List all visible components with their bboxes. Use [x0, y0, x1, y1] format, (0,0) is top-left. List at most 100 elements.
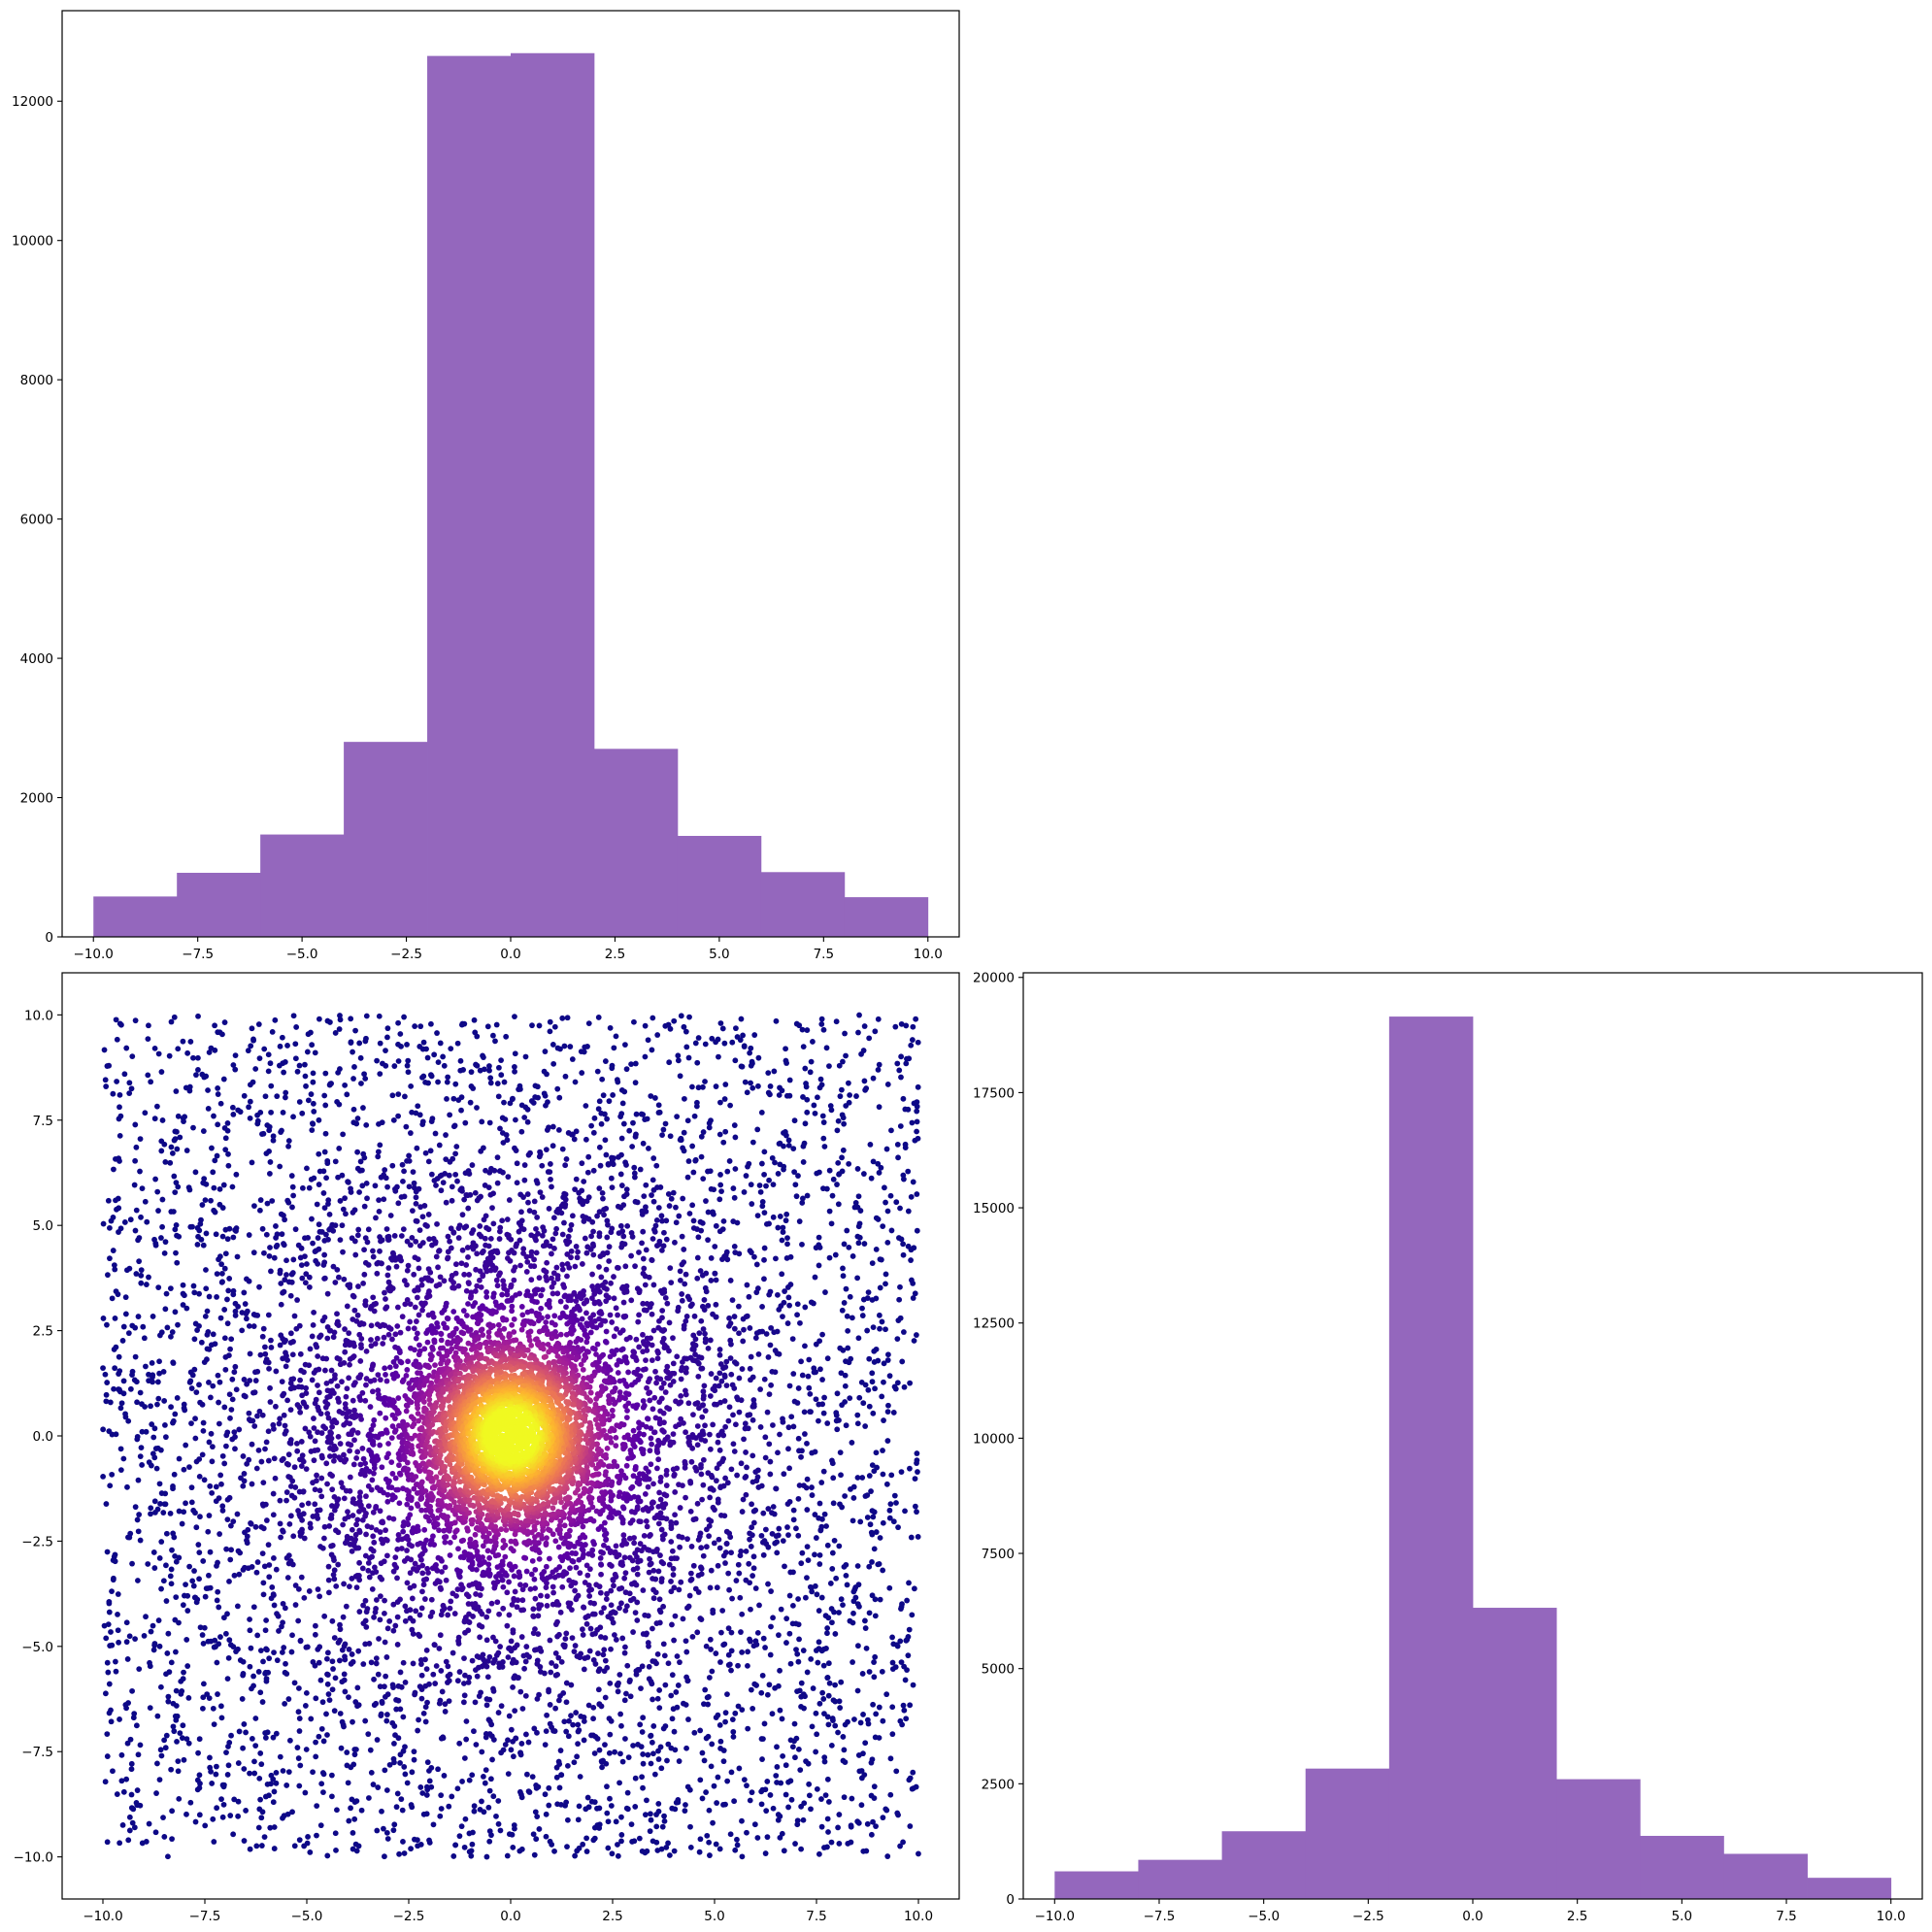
- scatter-point: [171, 1014, 178, 1020]
- scatter-point: [325, 1236, 331, 1243]
- scatter-point: [762, 1526, 769, 1533]
- scatter-point: [687, 1570, 694, 1577]
- scatter-point: [149, 1421, 155, 1427]
- scatter-point: [694, 1275, 701, 1282]
- scatter-point: [700, 1083, 706, 1090]
- scatter-point: [211, 1184, 217, 1191]
- scatter-point: [774, 1549, 781, 1556]
- scatter-point: [536, 1022, 543, 1029]
- scatter-point: [322, 1102, 329, 1109]
- scatter-point: [761, 1171, 767, 1178]
- scatter-point: [755, 1054, 762, 1061]
- scatter-point: [270, 1512, 277, 1518]
- scatter-point: [408, 1802, 415, 1808]
- scatter-point: [631, 1174, 638, 1181]
- scatter-point: [595, 1686, 602, 1693]
- scatter-point: [245, 1048, 251, 1054]
- scatter-point: [767, 1651, 774, 1658]
- scatter-point: [731, 1325, 738, 1332]
- scatter-point: [220, 1801, 227, 1808]
- scatter-point: [642, 1273, 649, 1280]
- scatter-point: [454, 1040, 461, 1047]
- scatter-point: [404, 1267, 411, 1274]
- scatter-point: [144, 1218, 150, 1225]
- scatter-point: [310, 1120, 316, 1127]
- scatter-point: [723, 1358, 730, 1365]
- scatter-point: [704, 1694, 711, 1701]
- scatter-point: [804, 1476, 811, 1482]
- scatter-point: [287, 1482, 294, 1489]
- scatter-point: [505, 1174, 512, 1181]
- scatter-point: [598, 1610, 605, 1616]
- scatter-point: [646, 1676, 652, 1682]
- scatter-point: [668, 1588, 675, 1595]
- scatter-point: [202, 1313, 209, 1319]
- scatter-point: [315, 1382, 320, 1388]
- scatter-point: [348, 1040, 354, 1046]
- scatter-point: [787, 1569, 794, 1576]
- scatter-point: [549, 1660, 555, 1666]
- scatter-point: [576, 1845, 583, 1851]
- scatter-point: [301, 1535, 308, 1542]
- scatter-point: [863, 1645, 870, 1651]
- scatter-point: [683, 1745, 689, 1751]
- scatter-point: [232, 1066, 239, 1073]
- scatter-point: [881, 1184, 887, 1191]
- scatter-point: [486, 1828, 493, 1835]
- scatter-point: [828, 1220, 835, 1227]
- scatter-point: [420, 1710, 427, 1716]
- scatter-point: [260, 1130, 267, 1137]
- scatter-point: [722, 1423, 729, 1430]
- scatter-point: [717, 1738, 724, 1745]
- scatter-point: [596, 1185, 603, 1191]
- scatter-point: [816, 1262, 822, 1269]
- scatter-point: [687, 1577, 694, 1583]
- scatter-point: [584, 1169, 591, 1176]
- scatter-point: [264, 1200, 271, 1207]
- scatter-point: [844, 1227, 850, 1234]
- scatter-point: [138, 1267, 145, 1274]
- scatter-point: [205, 1087, 211, 1093]
- scatter-point: [645, 1751, 651, 1758]
- scatter-point: [405, 1069, 412, 1076]
- scatter-point: [713, 1301, 719, 1308]
- scatter-point: [107, 1255, 113, 1262]
- scatter-point: [768, 1324, 775, 1331]
- scatter-point: [713, 1039, 719, 1046]
- scatter-point: [839, 1402, 846, 1409]
- scatter-point: [572, 1643, 579, 1649]
- scatter-point: [748, 1544, 754, 1549]
- scatter-point: [373, 1300, 379, 1307]
- scatter-point: [316, 1246, 322, 1252]
- scatter-point: [314, 1472, 319, 1479]
- scatter-point: [208, 1394, 214, 1401]
- scatter-point: [832, 1251, 839, 1258]
- scatter-point: [722, 1082, 729, 1087]
- scatter-point: [298, 1245, 305, 1251]
- scatter-point: [167, 1285, 174, 1291]
- scatter-point: [302, 1061, 308, 1068]
- scatter-point: [227, 1346, 233, 1352]
- scatter-point: [226, 1740, 233, 1746]
- scatter-point: [564, 1816, 571, 1823]
- scatter-point: [490, 1032, 496, 1039]
- scatter-point: [630, 1629, 636, 1635]
- scatter-point: [273, 1769, 280, 1776]
- scatter-point: [871, 1674, 878, 1681]
- scatter-point: [822, 1792, 829, 1799]
- scatter-point: [650, 1155, 657, 1161]
- scatter-point: [743, 1449, 749, 1455]
- scatter-point: [819, 1331, 825, 1338]
- scatter-point: [188, 1499, 195, 1506]
- scatter-point: [806, 1781, 813, 1787]
- scatter-point: [707, 1431, 713, 1438]
- scatter-point: [193, 1389, 200, 1396]
- scatter-point: [850, 1588, 857, 1595]
- scatter-point: [589, 1218, 596, 1225]
- scatter-point: [151, 1045, 158, 1051]
- scatter-point: [183, 1582, 188, 1588]
- scatter-point: [608, 1602, 615, 1609]
- scatter-point: [598, 1634, 604, 1640]
- scatter-point: [794, 1688, 800, 1694]
- scatter-point: [289, 1478, 296, 1484]
